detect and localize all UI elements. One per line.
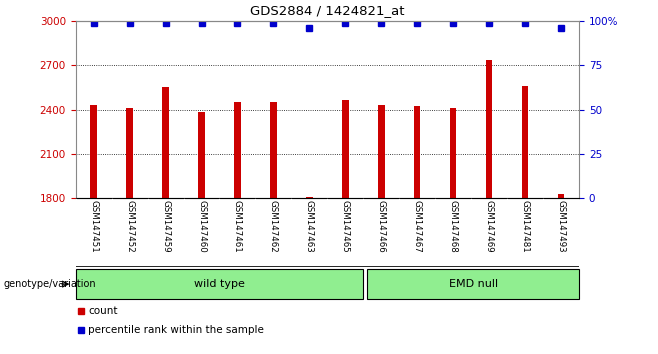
Text: GSM147463: GSM147463 <box>305 200 314 253</box>
Text: GSM147452: GSM147452 <box>125 200 134 253</box>
FancyBboxPatch shape <box>76 269 363 299</box>
Text: GSM147493: GSM147493 <box>557 200 566 253</box>
Text: GSM147481: GSM147481 <box>520 200 530 253</box>
Bar <box>486 59 492 198</box>
Text: genotype/variation: genotype/variation <box>3 279 96 289</box>
Bar <box>558 194 565 198</box>
Text: GSM147462: GSM147462 <box>269 200 278 253</box>
Text: GSM147465: GSM147465 <box>341 200 350 253</box>
Text: wild type: wild type <box>194 279 245 289</box>
Text: GSM147461: GSM147461 <box>233 200 242 253</box>
Bar <box>198 112 205 198</box>
Text: GSM147466: GSM147466 <box>377 200 386 253</box>
Bar <box>270 102 276 198</box>
FancyBboxPatch shape <box>367 269 579 299</box>
Text: GSM147460: GSM147460 <box>197 200 206 253</box>
Text: GSM147459: GSM147459 <box>161 200 170 253</box>
Text: EMD null: EMD null <box>449 279 497 289</box>
Title: GDS2884 / 1424821_at: GDS2884 / 1424821_at <box>250 4 405 17</box>
Text: percentile rank within the sample: percentile rank within the sample <box>88 325 264 335</box>
Text: GSM147451: GSM147451 <box>89 200 98 253</box>
Text: count: count <box>88 306 118 316</box>
Bar <box>163 87 169 198</box>
Bar <box>414 106 420 198</box>
Text: GSM147469: GSM147469 <box>485 200 494 253</box>
Bar <box>522 86 528 198</box>
Bar <box>450 108 457 198</box>
Bar <box>234 102 241 198</box>
Bar <box>378 105 384 198</box>
Text: GSM147468: GSM147468 <box>449 200 458 253</box>
Bar <box>306 197 313 198</box>
Bar <box>90 105 97 198</box>
Bar <box>126 108 133 198</box>
Text: GSM147467: GSM147467 <box>413 200 422 253</box>
Bar <box>342 100 349 198</box>
